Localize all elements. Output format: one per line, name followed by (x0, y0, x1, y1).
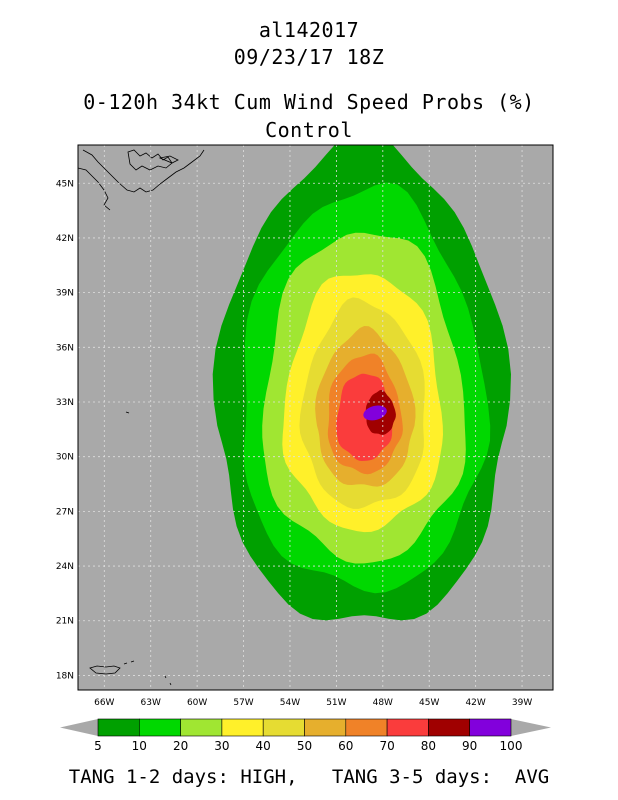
lat-tick-label: 33N (56, 398, 74, 408)
coastlines (78, 149, 205, 686)
colorbar: 5 10 20 30 40 50 60 70 80 90 100 (60, 718, 551, 753)
colorbar-swatch-90 (469, 718, 512, 737)
tang-status-footer: TANG 1-2 days: HIGH, TANG 3-5 days: AVG (68, 766, 550, 788)
lat-tick-label: 18N (56, 671, 74, 681)
colorbar-label: 10 (132, 739, 147, 753)
lat-tick-label: 30N (56, 453, 74, 463)
colorbar-under-arrow (60, 719, 98, 736)
lon-tick-label: 66W (94, 698, 114, 708)
lon-tick-label: 42W (465, 698, 485, 708)
pei-coastline (158, 155, 179, 164)
lat-tick-label: 36N (56, 343, 74, 353)
colorbar-label: 50 (297, 739, 312, 753)
colorbar-label: 40 (256, 739, 271, 753)
lon-tick-label: 63W (141, 698, 161, 708)
lat-tick-label: 39N (56, 289, 74, 299)
lon-tick-label: 51W (326, 698, 346, 708)
lon-tick-label: 45W (419, 698, 439, 708)
lat-tick-label: 45N (56, 179, 74, 189)
colorbar-label: 20 (173, 739, 188, 753)
puerto-rico-coastline (89, 665, 121, 675)
colorbar-label: 5 (94, 739, 102, 753)
lon-tick-label: 57W (233, 698, 253, 708)
lat-tick-label: 27N (56, 507, 74, 517)
new-brunswick-coastline (78, 167, 111, 211)
colorbar-label: 80 (421, 739, 436, 753)
product-title: 0-120h 34kt Cum Wind Speed Probs (%) (83, 90, 535, 114)
colorbar-swatch-30 (221, 718, 264, 737)
lat-tick-label: 24N (56, 562, 74, 572)
colorbar-label: 90 (462, 739, 477, 753)
colorbar-swatch-10 (139, 718, 181, 737)
storm-id-title: al142017 (258, 18, 360, 42)
lon-tick-label: 60W (187, 698, 207, 708)
colorbar-swatch-50 (304, 718, 347, 737)
colorbar-over-arrow (511, 719, 551, 736)
probability-contours (212, 145, 511, 621)
lon-tick-label: 54W (280, 698, 300, 708)
colorbar-label: 30 (214, 739, 229, 753)
colorbar-swatch-20 (180, 718, 223, 737)
lon-tick-label: 48W (373, 698, 393, 708)
colorbar-swatch-40 (262, 718, 305, 737)
graticule (78, 145, 553, 690)
colorbar-swatch-5 (97, 718, 140, 737)
nova-scotia-coastline (82, 149, 205, 193)
virgin-islands (123, 660, 172, 686)
colorbar-label: 100 (500, 739, 523, 753)
lon-tick-label: 39W (512, 698, 532, 708)
map-frame (77, 144, 554, 691)
colorbar-label: 70 (379, 739, 394, 753)
datetime-title: 09/23/17 18Z (233, 45, 385, 69)
colorbar-swatch-70 (386, 718, 429, 737)
cape-breton-coastline (127, 149, 173, 171)
bermuda (125, 411, 130, 414)
colorbar-swatch-60 (345, 718, 388, 737)
model-title: Control (265, 118, 353, 142)
contour-90-pct (363, 405, 387, 421)
colorbar-label: 60 (338, 739, 353, 753)
lat-tick-label: 42N (56, 234, 74, 244)
colorbar-swatch-80 (428, 718, 470, 737)
axis-labels: 18N 21N 24N 27N 30N 33N 36N 39N 42N 45N 66W 63W 60W 5… (56, 179, 533, 708)
lat-tick-label: 21N (56, 617, 74, 627)
